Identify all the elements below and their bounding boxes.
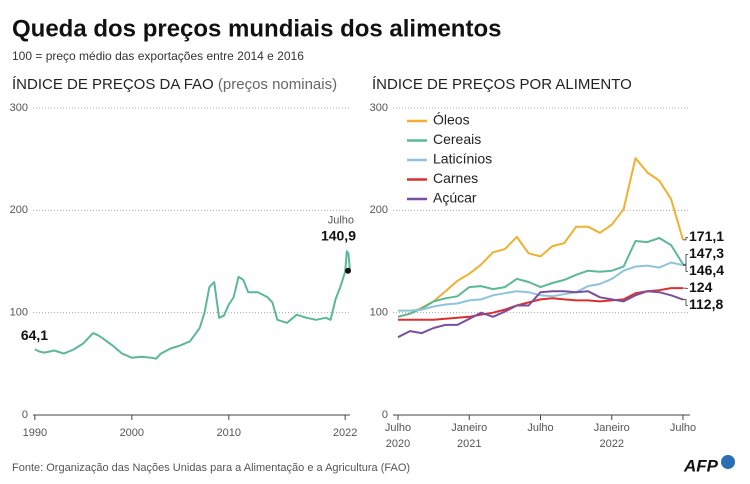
- x-year-label: 2021: [457, 438, 481, 450]
- legend-label: Laticínios: [433, 151, 492, 167]
- value-label: 112,8: [689, 296, 723, 312]
- line: [398, 287, 683, 321]
- y-tick-label: 300: [370, 102, 388, 114]
- label-connector: [683, 264, 688, 272]
- value-label: 171,1: [689, 228, 724, 244]
- value-label: 124: [689, 279, 713, 295]
- x-tick-label: Janeiro: [451, 422, 487, 434]
- line: [397, 237, 684, 318]
- y-tick-label: 0: [22, 409, 28, 421]
- annotation: Julho: [328, 215, 354, 227]
- legend-label: Óleos: [433, 112, 470, 128]
- y-tick-label: 100: [370, 307, 388, 319]
- x-tick-label: 2010: [217, 427, 241, 439]
- x-tick-label: 1990: [23, 427, 47, 439]
- x-year-label: 2022: [600, 438, 624, 450]
- x-tick-label: Julho: [670, 422, 696, 434]
- label-connector: [683, 299, 688, 306]
- subtitle: 100 = preço médio das exportações entre …: [12, 49, 304, 63]
- y-tick-label: 100: [10, 307, 28, 319]
- y-tick-label: 200: [10, 204, 28, 216]
- label-connector: [683, 237, 688, 241]
- left-subtitle: (preços nominais): [218, 76, 337, 93]
- logo-globe: [721, 455, 735, 469]
- x-tick-label: 2000: [120, 427, 144, 439]
- x-tick-label: Julho: [385, 422, 411, 434]
- value-label: 146,4: [689, 262, 724, 278]
- source: Fonte: Organização das Nações Unidas par…: [12, 462, 410, 474]
- left-heading: ÍNDICE DE PREÇOS DA FAO (preços nominais…: [12, 76, 337, 93]
- x-tick-label: Julho: [527, 422, 553, 434]
- right-heading: ÍNDICE DE PREÇOS POR ALIMENTO: [372, 76, 632, 93]
- legend-label: Carnes: [433, 170, 478, 186]
- logo: AFP: [683, 456, 719, 475]
- value-label: 147,3: [689, 245, 724, 261]
- y-tick-label: 300: [10, 102, 28, 114]
- y-tick-label: 0: [382, 409, 388, 421]
- y-tick-label: 200: [370, 204, 388, 216]
- left-title: ÍNDICE DE PREÇOS DA FAO: [12, 76, 214, 93]
- legend-label: Cereais: [433, 131, 481, 147]
- title: Queda dos preços mundiais dos alimentos: [12, 15, 501, 42]
- x-tick-label: Janeiro: [594, 422, 630, 434]
- end-point: [345, 267, 351, 274]
- label-connector: [683, 254, 688, 265]
- value-label: 140,9: [321, 228, 356, 244]
- value-label: 64,1: [21, 327, 48, 343]
- line: [397, 290, 684, 339]
- line: [398, 261, 684, 312]
- x-tick-label: 2022: [333, 427, 357, 439]
- legend-label: Açúcar: [433, 190, 477, 206]
- x-year-label: 2020: [386, 438, 410, 450]
- line: [397, 157, 684, 318]
- line: [34, 250, 351, 360]
